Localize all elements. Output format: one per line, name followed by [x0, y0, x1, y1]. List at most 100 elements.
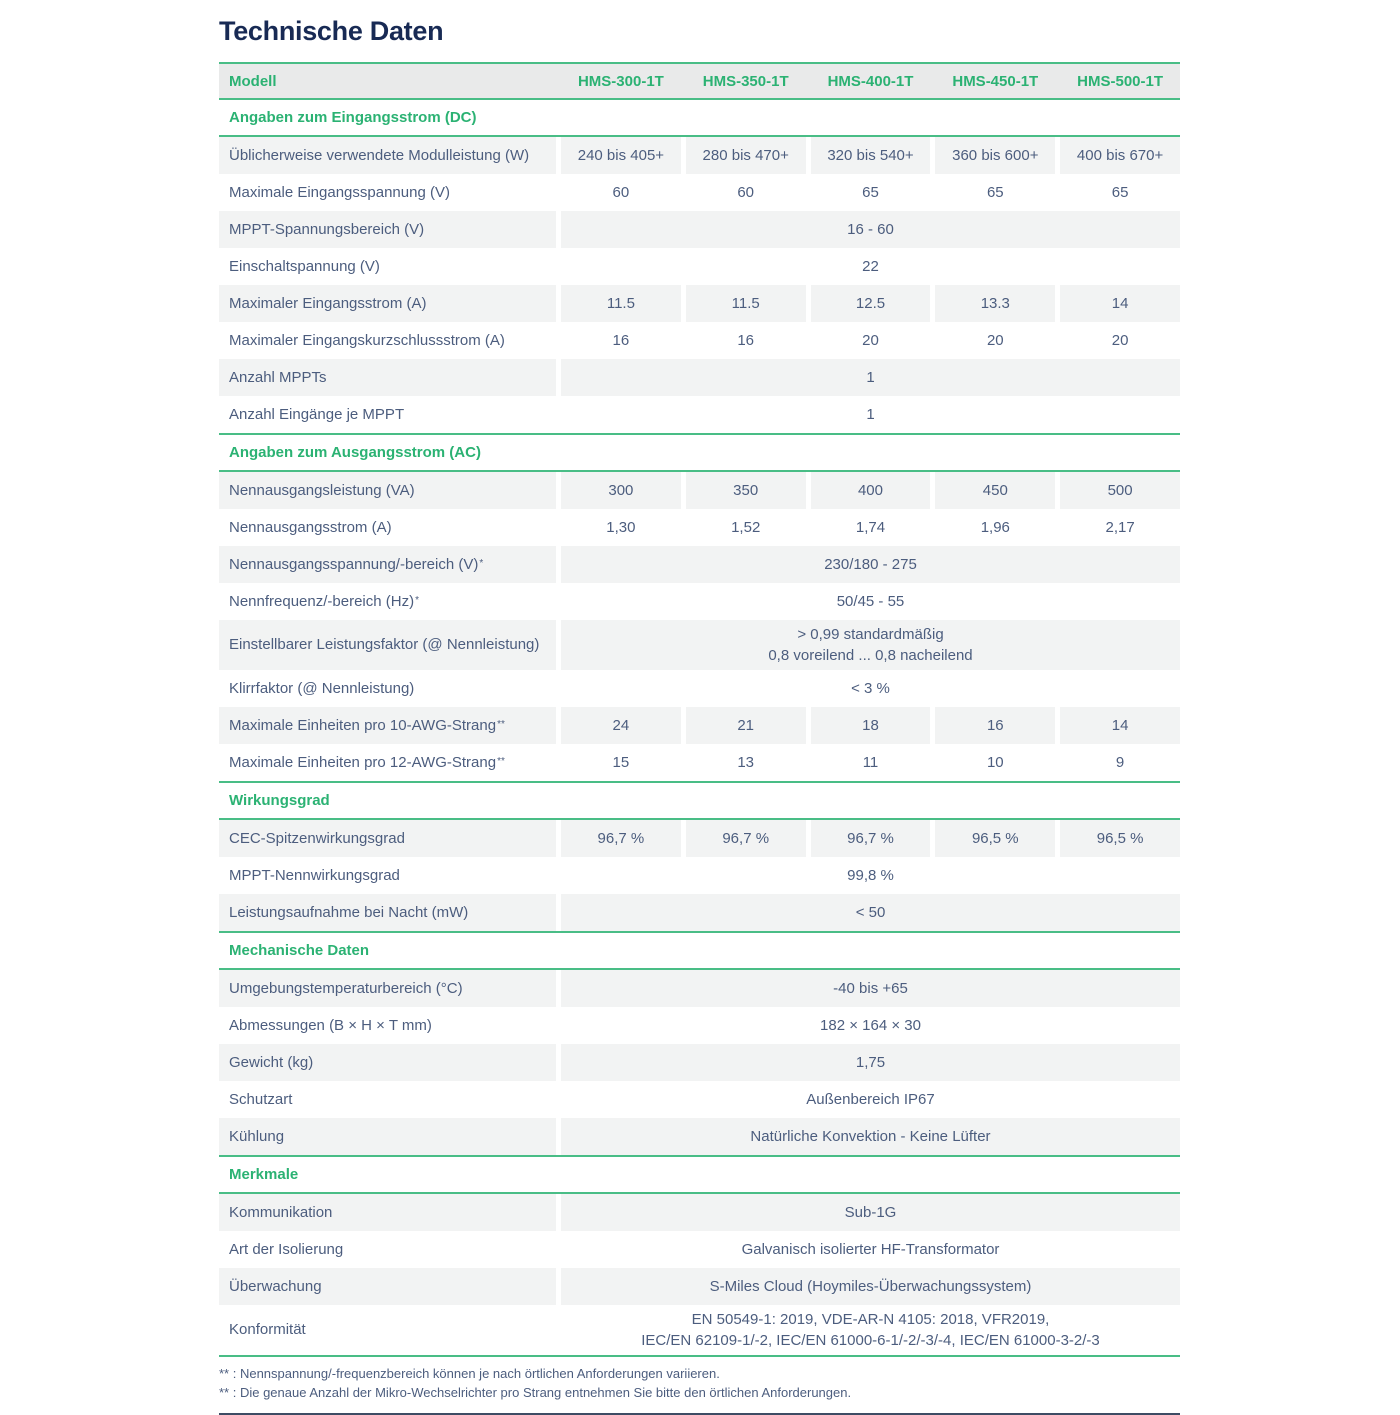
table-row: Maximale Einheiten pro 10-AWG-Strang ** 24… [219, 707, 1180, 744]
row-label-text: Einstellbarer Leistungsfaktor (@ Nennlei… [229, 636, 540, 654]
table-row: Maximaler Eingangsstrom (A) 11.5 11.5 12.5 1… [219, 285, 1180, 322]
row-label-text: Kommunikation [229, 1203, 333, 1221]
row-value-span: 99,8 % [847, 867, 894, 884]
row-label-text: Maximaler Eingangskurzschlussstrom (A) [229, 331, 505, 349]
row-label: Einschaltspannung (V) [219, 248, 556, 285]
row-value-line: > 0,99 standardmäßig [797, 626, 944, 643]
row-label-text: Nennausgangsspannung/-bereich (V) [229, 555, 479, 573]
row-label: Überwachung [219, 1268, 556, 1305]
row-value: 12.5 [810, 285, 931, 322]
table-row: Abmessungen (B × H × T mm) 182 × 164 × 30 [219, 1007, 1180, 1044]
row-label-text: Konformität [229, 1321, 306, 1339]
header-model-column: HMS-400-1T [827, 72, 914, 90]
footnote-line: ** : Die genaue Anzahl der Mikro-Wechsel… [219, 1384, 852, 1400]
row-label-text: Nennausgangsstrom (A) [229, 518, 392, 536]
row-value: 1,30 [606, 519, 636, 536]
row-label: Nennausgangsspannung/-bereich (V) * [219, 546, 556, 583]
row-label: Abmessungen (B × H × T mm) [219, 1007, 556, 1044]
row-label-text: Umgebungstemperaturbereich (°C) [229, 979, 463, 997]
row-value: 20 [1111, 332, 1129, 349]
table-row: Einstellbarer Leistungsfaktor (@ Nennlei… [219, 620, 1180, 670]
row-label: Nennausgangsstrom (A) [219, 509, 556, 546]
table-row: Konformität EN 50549-1: 2019, VDE-AR-N 41… [219, 1305, 1180, 1355]
row-label: Maximaler Eingangsstrom (A) [219, 285, 556, 322]
row-value: 2,17 [1105, 519, 1135, 536]
row-label-text: Überwachung [229, 1277, 322, 1295]
row-value: 300 [561, 472, 681, 509]
row-value: 96,7 % [810, 820, 931, 857]
row-value: 20 [986, 332, 1004, 349]
row-label-text: Klirrfaktor (@ Nennleistung) [229, 679, 415, 697]
row-value-span: 230/180 - 275 [561, 546, 1180, 583]
row-value: 21 [685, 707, 806, 744]
table-row: Klirrfaktor (@ Nennleistung) < 3 % [219, 670, 1180, 707]
row-value-span: Sub-1G [561, 1194, 1180, 1231]
row-value: 60 [612, 184, 630, 201]
row-label-text: MPPT-Spannungsbereich (V) [229, 220, 425, 238]
row-value: 280 bis 470+ [685, 137, 806, 174]
row-label-text: Anzahl MPPTs [229, 368, 327, 386]
row-label: Kühlung [219, 1118, 556, 1155]
row-value-line: 0,8 voreilend ... 0,8 nacheilend [768, 647, 973, 664]
row-value: 500 [1060, 472, 1180, 509]
row-value: 20 [862, 332, 879, 349]
row-value: 450 [935, 472, 1056, 509]
row-value: 360 bis 600+ [935, 137, 1056, 174]
row-value: 400 [810, 472, 931, 509]
row-value-span: 16 - 60 [561, 211, 1180, 248]
table-row: MPPT-Nennwirkungsgrad 99,8 % [219, 857, 1180, 894]
row-label: Anzahl MPPTs [219, 359, 556, 396]
footnote-line: ** : Nennspannung/-frequenzbereich könne… [219, 1366, 720, 1381]
row-label: MPPT-Spannungsbereich (V) [219, 211, 556, 248]
table-section: Mechanische Daten Umgebungstemperaturbere… [219, 933, 1180, 1157]
section-title: Wirkungsgrad [219, 783, 1180, 820]
row-label: Umgebungstemperaturbereich (°C) [219, 970, 556, 1007]
row-value-span: < 3 % [851, 680, 890, 697]
row-value: 96,7 % [561, 820, 681, 857]
table-row: Nennausgangsstrom (A) 1,30 1,52 1,74 1,96 2,1… [219, 509, 1180, 546]
table-row: Leistungsaufnahme bei Nacht (mW) < 50 [219, 894, 1180, 931]
row-value-span: < 50 [561, 894, 1180, 931]
table-header-row: Modell HMS-300-1T HMS-350-1T HMS-400-1T … [219, 64, 1180, 100]
section-title: Merkmale [219, 1157, 1180, 1194]
row-label: Leistungsaufnahme bei Nacht (mW) [219, 894, 556, 931]
row-value: 11 [862, 754, 879, 771]
table-row: MPPT-Spannungsbereich (V) 16 - 60 [219, 211, 1180, 248]
row-value: 9 [1115, 754, 1125, 771]
row-label-text: Maximale Einheiten pro 12-AWG-Strang [229, 753, 497, 771]
row-value-span: Galvanisch isolierter HF-Transformator [741, 1241, 1000, 1258]
row-value: 16 [935, 707, 1056, 744]
table-section: Wirkungsgrad CEC-Spitzenwirkungsgrad 96,7 … [219, 783, 1180, 933]
row-label-text: Maximale Eingangsspannung (V) [229, 183, 450, 201]
row-label-text: MPPT-Nennwirkungsgrad [229, 866, 400, 884]
row-label: Maximale Einheiten pro 12-AWG-Strang ** [229, 753, 505, 771]
table-row: Überwachung S-Miles Cloud (Hoymiles-Überw… [219, 1268, 1180, 1305]
row-label: Art der Isolierung [219, 1231, 556, 1268]
row-value: 10 [986, 754, 1004, 771]
table-row: Maximale Einheiten pro 12-AWG-Strang ** 15… [219, 744, 1180, 781]
row-label-text: Art der Isolierung [229, 1240, 344, 1258]
row-label-text: Schutzart [229, 1090, 293, 1108]
row-value: 1,74 [855, 519, 886, 536]
row-value-span: 22 [862, 258, 879, 275]
table-row: Nennausgangsspannung/-bereich (V) * 230/18… [219, 546, 1180, 583]
row-label-text: Gewicht (kg) [229, 1053, 314, 1071]
header-model-column: HMS-350-1T [702, 72, 789, 90]
table-row: Kommunikation Sub-1G [219, 1194, 1180, 1231]
row-value-span: 182 × 164 × 30 [820, 1017, 921, 1034]
table-row: Anzahl Eingänge je MPPT 1 [219, 396, 1180, 433]
header-model-label: Modell [229, 72, 277, 90]
row-value-span: Natürliche Konvektion - Keine Lüfter [561, 1118, 1180, 1155]
row-value: 65 [1111, 184, 1129, 201]
row-label: Üblicherweise verwendete Modulleistung (… [219, 137, 556, 174]
row-label: Kommunikation [219, 1194, 556, 1231]
row-label: MPPT-Nennwirkungsgrad [219, 857, 556, 894]
table-row: Umgebungstemperaturbereich (°C) -40 bis +… [219, 970, 1180, 1007]
row-label-text: Nennausgangsleistung (VA) [229, 481, 415, 499]
row-label: CEC-Spitzenwirkungsgrad [219, 820, 556, 857]
row-label-text: Leistungsaufnahme bei Nacht (mW) [229, 903, 469, 921]
row-value-line: IEC/EN 62109-1/-2, IEC/EN 61000-6-1/-2/-… [641, 1332, 1100, 1349]
row-label-text: Üblicherweise verwendete Modulleistung (… [229, 146, 530, 164]
table-row: Art der Isolierung Galvanisch isolierter … [219, 1231, 1180, 1268]
section-title: Mechanische Daten [219, 933, 1180, 970]
